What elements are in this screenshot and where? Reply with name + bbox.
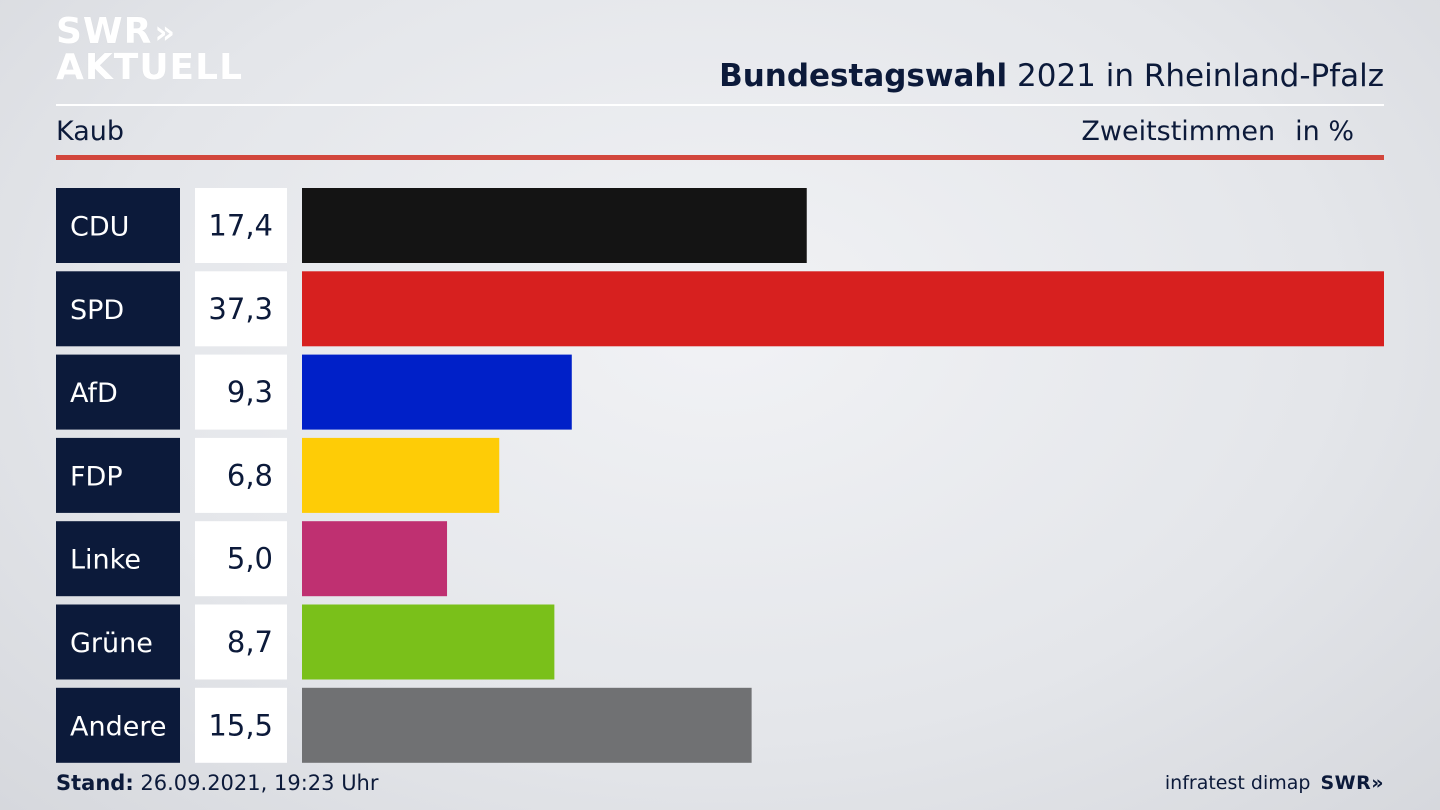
brand-label: SWR	[1320, 772, 1372, 794]
party-label-box	[56, 437, 180, 513]
bar-andere	[302, 687, 752, 763]
location-label: Kaub	[56, 116, 125, 147]
bar-row-linke: Linke 5,0	[56, 521, 448, 597]
value-label: 37,3	[208, 292, 273, 326]
bar-row-afd: AfD 9,3	[56, 354, 572, 430]
party-label: Linke	[70, 545, 141, 576]
value-label: 17,4	[208, 209, 273, 243]
source-credit: infratest dimap SWR»	[1165, 772, 1384, 794]
title-bold: Bundestagswahl	[719, 58, 1008, 94]
bar-row-spd: SPD 37,3	[56, 271, 1384, 347]
metric-label: Zweitstimmen in %	[1081, 116, 1354, 147]
party-label: AfD	[70, 378, 118, 409]
bar-cdu	[302, 188, 807, 263]
value-label: 15,5	[208, 708, 273, 742]
party-label: SPD	[70, 295, 124, 326]
stand-label: Stand:	[56, 771, 134, 795]
value-box	[195, 354, 287, 430]
source-label: infratest dimap	[1164, 772, 1311, 794]
bar-row-andere: Andere 15,5	[56, 687, 752, 763]
bar-linke	[302, 521, 448, 597]
party-label-box	[56, 604, 180, 680]
metric-unit: in %	[1295, 116, 1354, 147]
page-title: Bundestagswahl 2021 in Rheinland-Pfalz	[719, 58, 1384, 94]
party-label-box	[56, 521, 180, 597]
party-label-box	[56, 271, 180, 347]
value-box	[195, 188, 287, 263]
party-label: CDU	[70, 212, 129, 243]
value-label: 8,7	[227, 625, 273, 659]
value-box	[195, 604, 287, 680]
value-box	[195, 687, 287, 763]
bar-row-fdp: FDP 6,8	[56, 437, 500, 513]
party-label-box	[56, 354, 180, 430]
party-label: FDP	[70, 461, 123, 492]
logo-line1: SWR	[56, 11, 153, 52]
value-label: 9,3	[227, 375, 273, 409]
header-divider	[56, 104, 1384, 106]
stand-value: 26.09.2021, 19:23 Uhr	[140, 771, 379, 795]
metric-name: Zweitstimmen	[1081, 116, 1276, 147]
value-box	[195, 437, 287, 513]
value-label: 6,8	[227, 458, 273, 492]
logo-line2: AKTUELL	[56, 47, 244, 88]
bar-afd	[302, 354, 572, 430]
party-label: Andere	[70, 711, 166, 742]
bar-row-gr-ne: Grüne 8,7	[56, 604, 555, 680]
value-box	[195, 521, 287, 597]
accent-divider	[56, 155, 1384, 160]
bar-fdp	[302, 437, 500, 513]
title-rest: 2021 in Rheinland-Pfalz	[1017, 58, 1384, 94]
timestamp: Stand: 26.09.2021, 19:23 Uhr	[56, 771, 379, 795]
value-label: 5,0	[227, 542, 273, 576]
value-box	[195, 271, 287, 347]
party-label: Grüne	[70, 628, 153, 659]
party-label-box	[56, 687, 180, 763]
bar-row-cdu: CDU 17,4	[56, 188, 807, 263]
swr-aktuell-logo: SWR» AKTUELL	[56, 14, 243, 86]
bar-spd	[302, 271, 1384, 347]
brand-chevrons: »	[1371, 772, 1384, 794]
party-label-box	[56, 188, 180, 263]
bar-gr-ne	[302, 604, 555, 680]
